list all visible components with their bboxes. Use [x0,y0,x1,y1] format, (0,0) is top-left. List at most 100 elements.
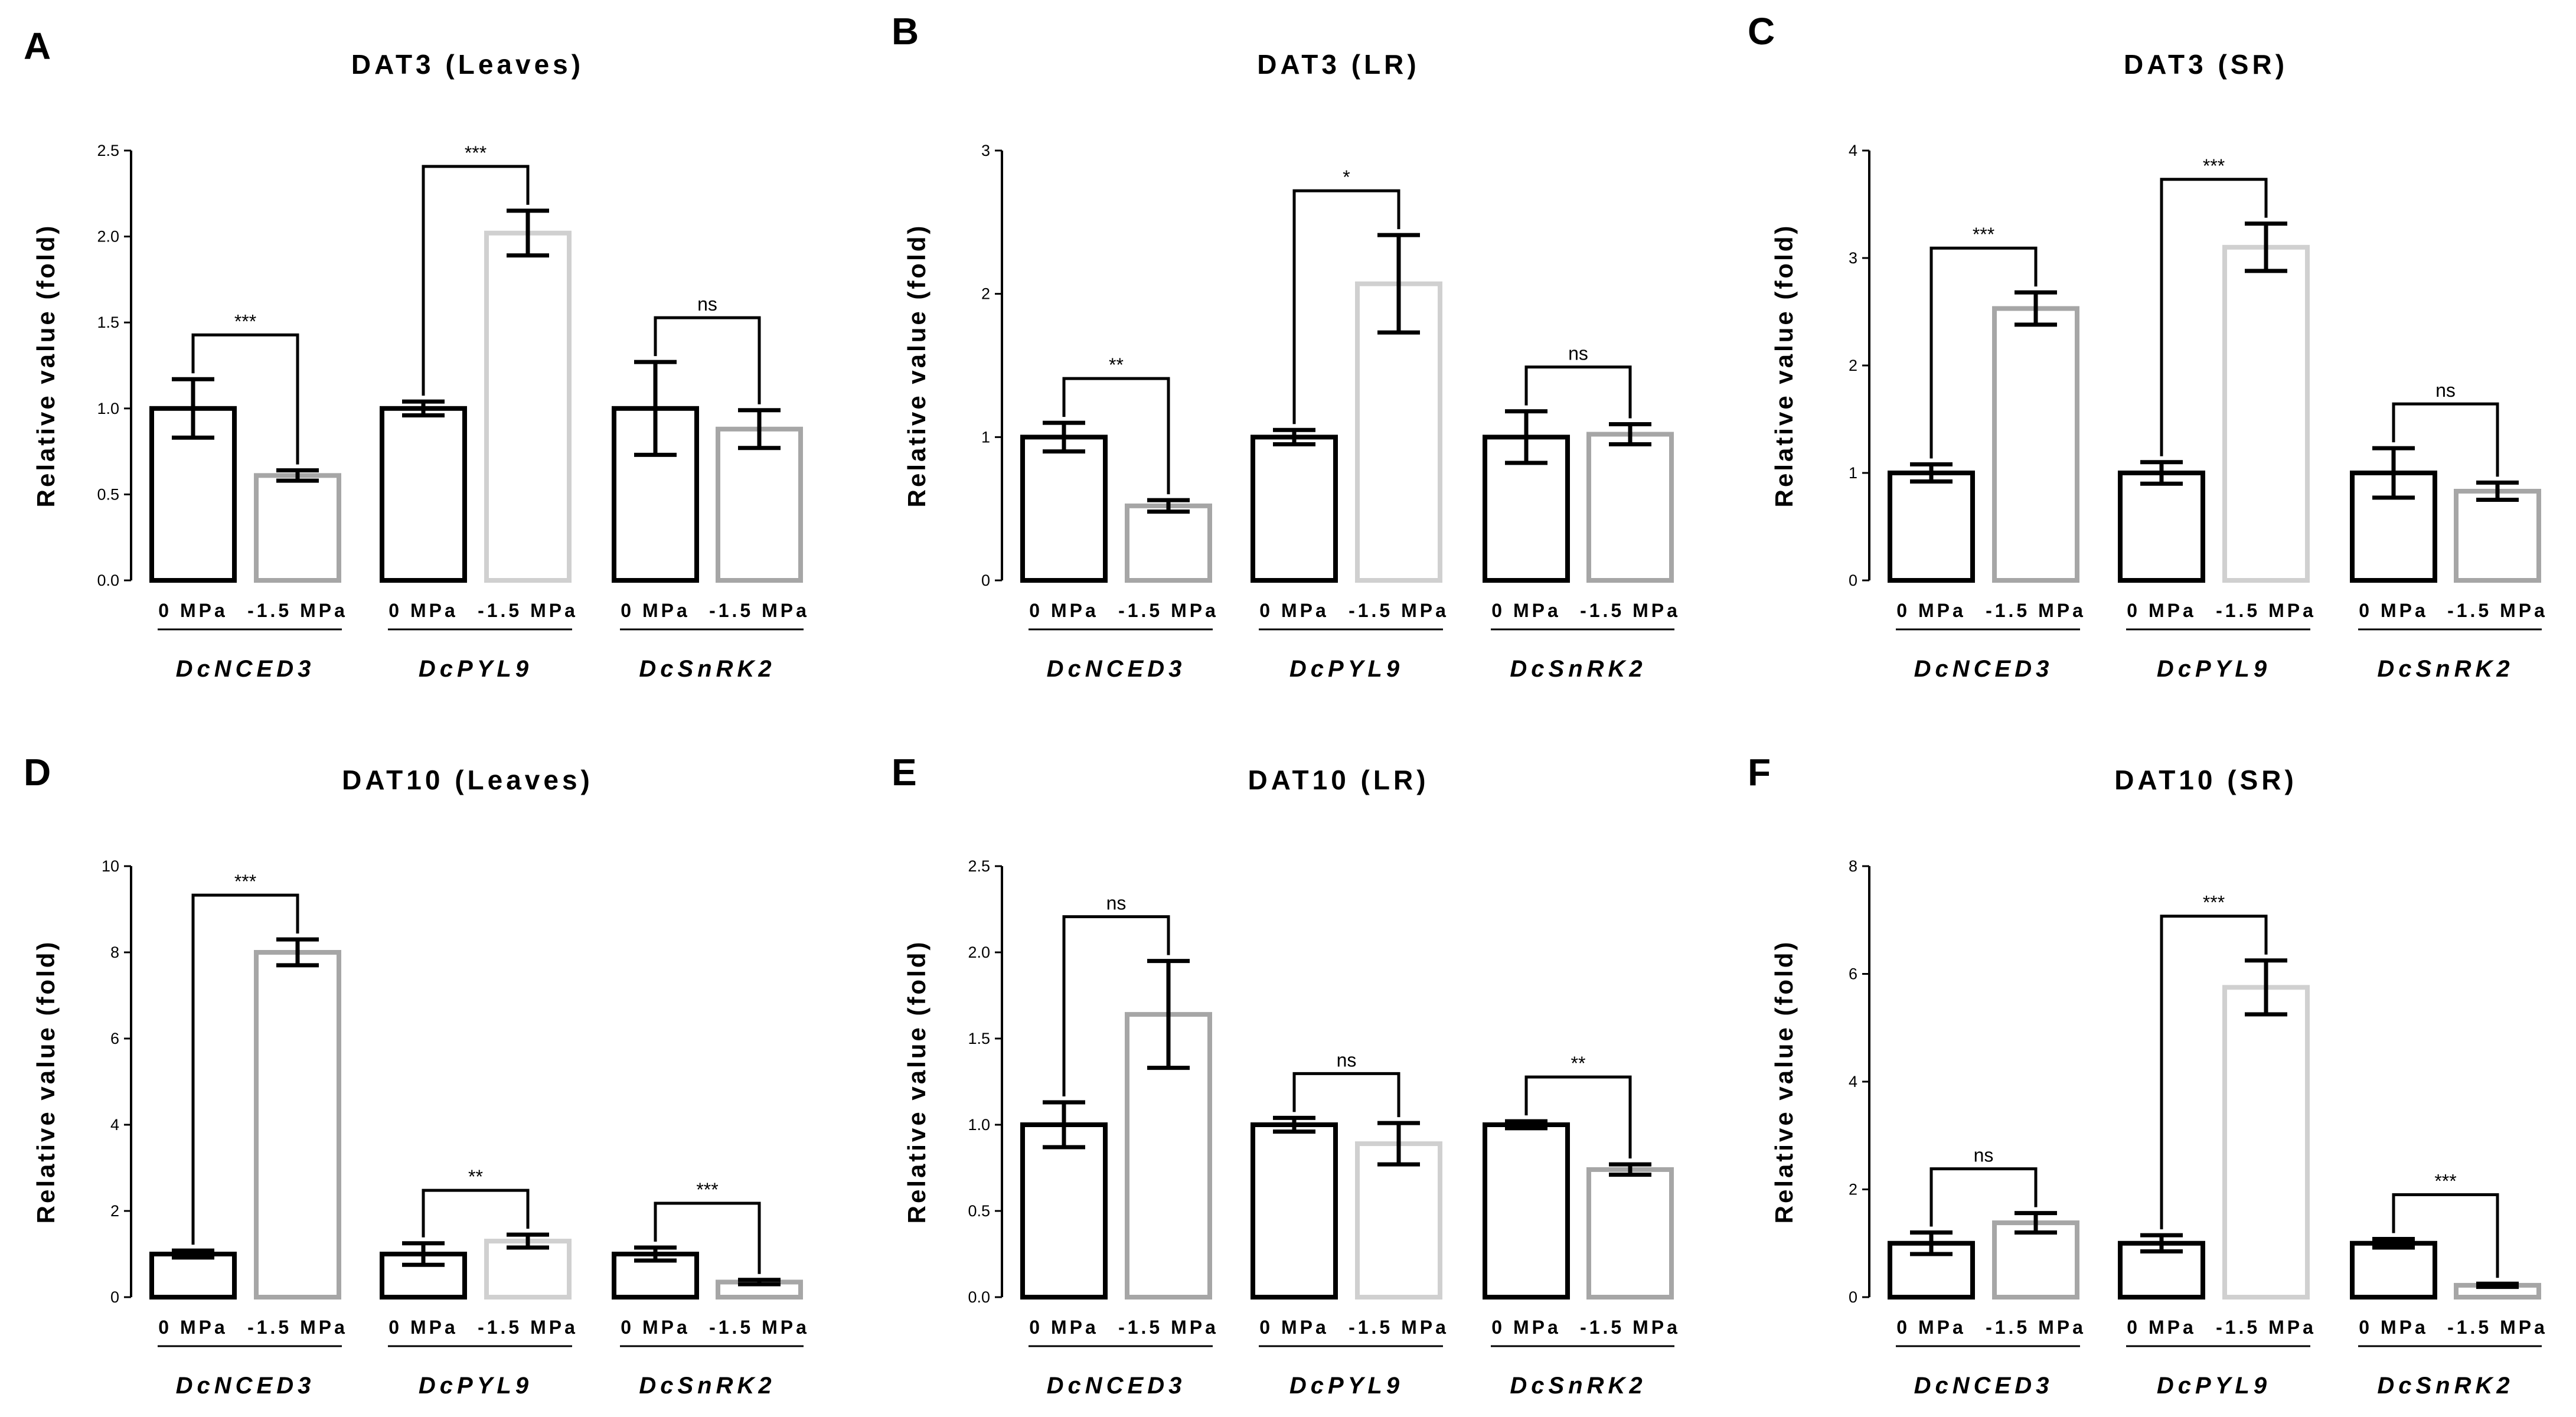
bar [1483,1122,1570,1300]
y-tick-label: 6 [1849,965,1857,983]
chart-panel-E: E DAT10 (LR) Relative value (fold) 0.0 0.5 1.… [892,751,1680,1399]
x-condition-label: 0 MPa [1896,600,1966,621]
x-condition-label: 0 MPa [2359,1317,2428,1338]
panel-letter: D [24,751,51,794]
y-tick-label: 4 [110,1116,119,1134]
y-axis-label: Relative value (fold) [903,940,931,1224]
significance-label: ns [1568,343,1588,364]
bar [2222,985,2310,1300]
panel-letter: B [892,10,919,53]
gene-label: DcNCED3 [1047,1373,1186,1399]
x-condition-label: -1.5 MPa [247,600,348,621]
gene-label: DcSnRK2 [1510,656,1646,682]
x-condition-label: -1.5 MPa [2447,600,2548,621]
x-condition-label: 0 MPa [621,600,690,621]
bar [1125,503,1212,583]
gene-label: DcPYL9 [1289,656,1403,682]
y-tick-label: 8 [1849,857,1857,875]
x-condition-label: 0 MPa [1491,600,1560,621]
y-tick-label: 4 [1849,1073,1857,1090]
significance-bracket [1292,1072,1400,1118]
x-condition-label: 0 MPa [1259,600,1328,621]
bar [2222,244,2310,583]
x-condition-label: 0 MPa [158,600,227,621]
bar [484,230,572,583]
significance-label: ** [468,1166,483,1187]
y-tick-label: 1.5 [968,1030,990,1047]
significance-bracket [1062,915,1170,1097]
x-condition-label: 0 MPa [388,1317,458,1338]
gene-label: DcPYL9 [2157,656,2271,682]
significance-label: ns [2435,380,2456,401]
significance-label: ns [1106,893,1127,914]
bar [1355,1141,1442,1300]
significance-bracket [2160,178,2268,456]
chart-panel-A: A DAT3 (Leaves) Relative value (fold) 0.0 0.… [24,25,809,682]
gene-label: DcNCED3 [1914,1373,2053,1399]
y-axis-label: Relative value (fold) [1770,940,1798,1224]
chart-panel-F: F DAT10 (SR) Relative value (fold) 0 2 4 6 8 0 M… [1748,751,2545,1399]
significance-label: ns [1337,1049,1357,1070]
x-condition-label: 0 MPa [2359,600,2428,621]
x-condition-label: -1.5 MPa [1580,1317,1680,1338]
x-condition-label: -1.5 MPa [2216,1317,2316,1338]
significance-label: *** [2203,155,2225,177]
bar [1586,1167,1674,1300]
x-condition-label: -1.5 MPa [709,600,809,621]
x-condition-label: 0 MPa [1259,1317,1328,1338]
y-tick-label: 3 [1849,249,1857,267]
x-condition-label: -1.5 MPa [1986,600,2086,621]
gene-label: DcPYL9 [2157,1373,2271,1399]
chart-title: DAT3 (SR) [2124,49,2288,80]
significance-bracket [1062,377,1170,495]
x-condition-label: -1.5 MPa [1986,1317,2086,1338]
x-condition-label: -1.5 MPa [1349,600,1449,621]
x-condition-label: 0 MPa [2127,600,2196,621]
y-tick-label: 2.5 [968,857,990,875]
y-tick-label: 0.5 [97,485,119,503]
y-tick-label: 0 [110,1288,119,1306]
y-tick-label: 1.5 [97,314,119,331]
gene-label: DcSnRK2 [2377,1373,2513,1399]
significance-bracket [1524,365,1632,419]
y-tick-label: 1 [981,428,990,446]
bar [149,1252,237,1300]
bar [716,426,803,583]
panel-letter: F [1748,751,1771,794]
significance-bracket [1929,1167,2038,1227]
y-tick-label: 0.0 [968,1288,990,1306]
gene-label: DcNCED3 [1914,656,2053,682]
significance-bracket [654,316,761,404]
panel-letter: A [24,25,51,67]
significance-bracket [191,333,299,465]
chart-panel-B: B DAT3 (LR) Relative value (fold) 0 1 2 3 0 MPa… [892,10,1677,682]
chart-title: DAT3 (LR) [1257,49,1419,80]
y-axis-label: Relative value (fold) [32,940,60,1224]
y-tick-label: 2.5 [97,142,119,159]
y-tick-label: 2 [981,285,990,303]
x-condition-label: -1.5 MPa [478,1317,578,1338]
x-condition-label: -1.5 MPa [247,1317,348,1338]
x-condition-label: -1.5 MPa [1349,1317,1449,1338]
panel-letter: C [1748,10,1775,53]
gene-label: DcNCED3 [1047,656,1186,682]
chart-title: DAT3 (Leaves) [351,49,584,80]
significance-bracket [2392,1193,2499,1278]
gene-label: DcSnRK2 [639,656,775,682]
y-axis-label: Relative value (fold) [903,224,931,508]
significance-bracket [654,1201,761,1274]
bar [1251,1122,1338,1300]
significance-bracket [2392,402,2499,477]
x-condition-label: 0 MPa [1029,600,1098,621]
gene-label: DcNCED3 [176,656,315,682]
x-condition-label: 0 MPa [2127,1317,2196,1338]
bar [1251,435,1338,583]
significance-bracket [1292,189,1400,425]
chart-title: DAT10 (SR) [2114,765,2297,795]
y-tick-label: 0 [1849,1288,1857,1306]
significance-bracket [2160,915,2268,1230]
x-condition-label: -1.5 MPa [1118,600,1219,621]
y-tick-label: 1.0 [968,1116,990,1134]
significance-label: *** [234,871,256,892]
bar [1888,471,1975,583]
